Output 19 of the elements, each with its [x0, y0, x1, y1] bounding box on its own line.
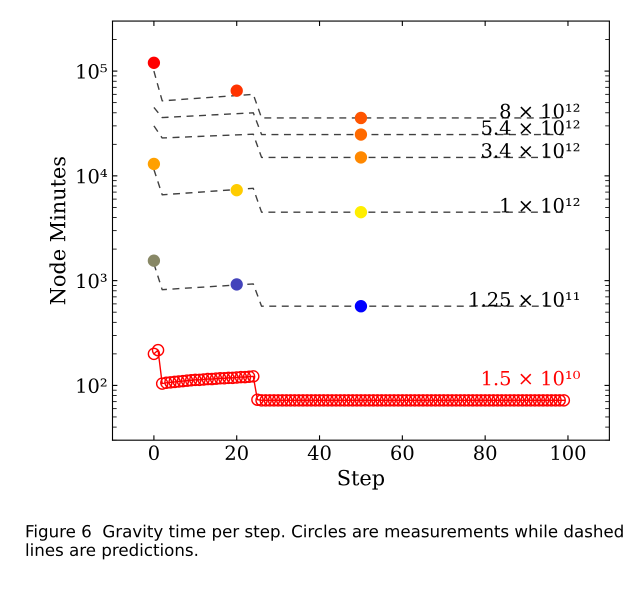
- x-tick-label: 100: [552, 445, 586, 460]
- x-tick-label: 40: [308, 445, 331, 460]
- series-label: 5.4 × 10¹²: [482, 120, 580, 135]
- x-axis-title: Step: [338, 470, 384, 490]
- series-label: 8 × 10¹²: [500, 104, 580, 118]
- caption: Figure 6 Gravity time per step. Circles are measurements while dashed lines are predictions.: [26, 524, 623, 560]
- series-label: 1 × 10¹²: [502, 198, 580, 213]
- y-tick-label: 10³: [77, 274, 107, 288]
- y-tick-label: 10⁵: [77, 64, 107, 79]
- y-tick-label: 10⁴: [77, 168, 108, 184]
- y-tick-label: 10²: [77, 378, 106, 394]
- x-tick-label: 60: [391, 445, 414, 460]
- x-tick-label: 80: [474, 445, 496, 460]
- series-label: 3.4 × 10¹²: [482, 143, 580, 158]
- series-label: 1.25 × 10¹¹: [470, 292, 579, 307]
- series-label: 1.5 × 10¹⁰: [482, 370, 580, 386]
- y-axis-title: Node Minutes: [49, 157, 66, 304]
- x-tick-label: 0: [149, 445, 159, 460]
- x-tick-label: 20: [226, 445, 248, 460]
